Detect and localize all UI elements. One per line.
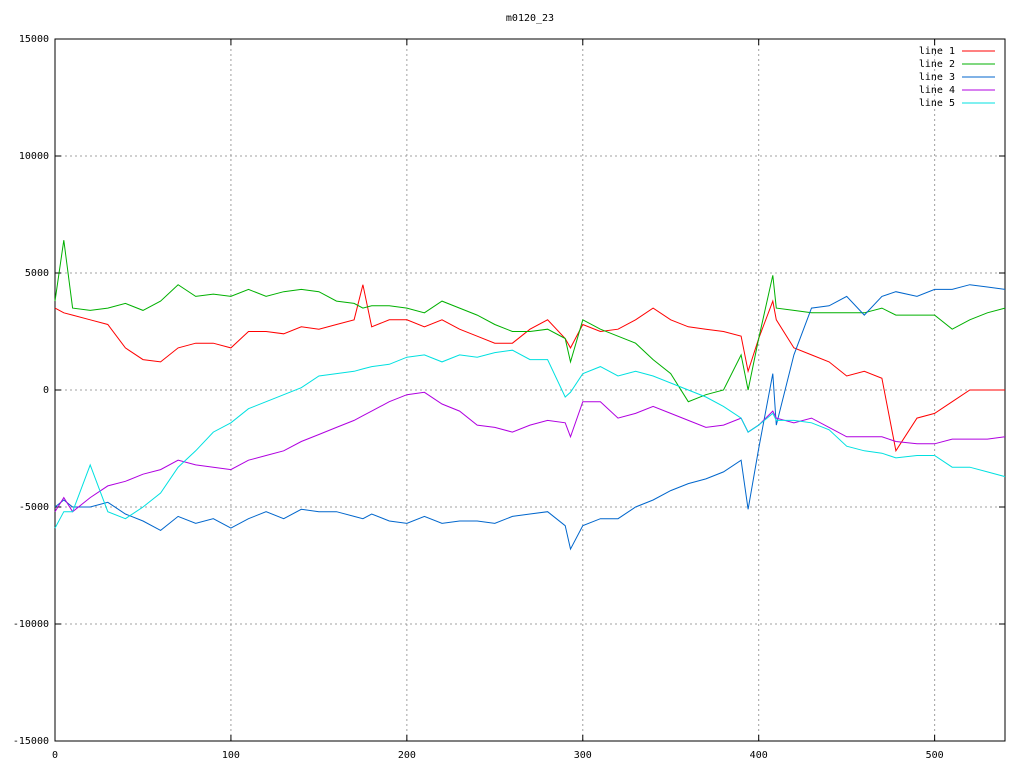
series-line: [54, 284, 1005, 453]
x-tick-label: 100: [222, 750, 240, 761]
legend-label: line 2: [919, 59, 955, 70]
chart-title: m0120_23: [506, 13, 554, 24]
x-tick-label: 300: [574, 750, 592, 761]
x-tick-label: 400: [750, 750, 768, 761]
y-tick-label: 10000: [19, 151, 49, 162]
y-tick-label: 15000: [19, 34, 49, 45]
y-tick-label: -5000: [19, 502, 49, 513]
series-line: [54, 284, 1006, 551]
series-line: [54, 240, 1006, 403]
y-tick-label: 5000: [25, 268, 49, 279]
x-tick-label: 500: [926, 750, 944, 761]
y-tick-label: 0: [43, 385, 49, 396]
x-tick-label: 200: [398, 750, 416, 761]
legend-label: line 5: [919, 98, 955, 109]
legend-label: line 1: [919, 46, 955, 57]
legend-label: line 4: [919, 85, 955, 96]
legend-label: line 3: [919, 72, 955, 83]
series-line: [54, 391, 1006, 513]
y-tick-label: -10000: [13, 619, 49, 630]
x-tick-label: 0: [52, 750, 58, 761]
series-line: [54, 349, 1006, 529]
y-tick-label: -15000: [13, 736, 49, 747]
